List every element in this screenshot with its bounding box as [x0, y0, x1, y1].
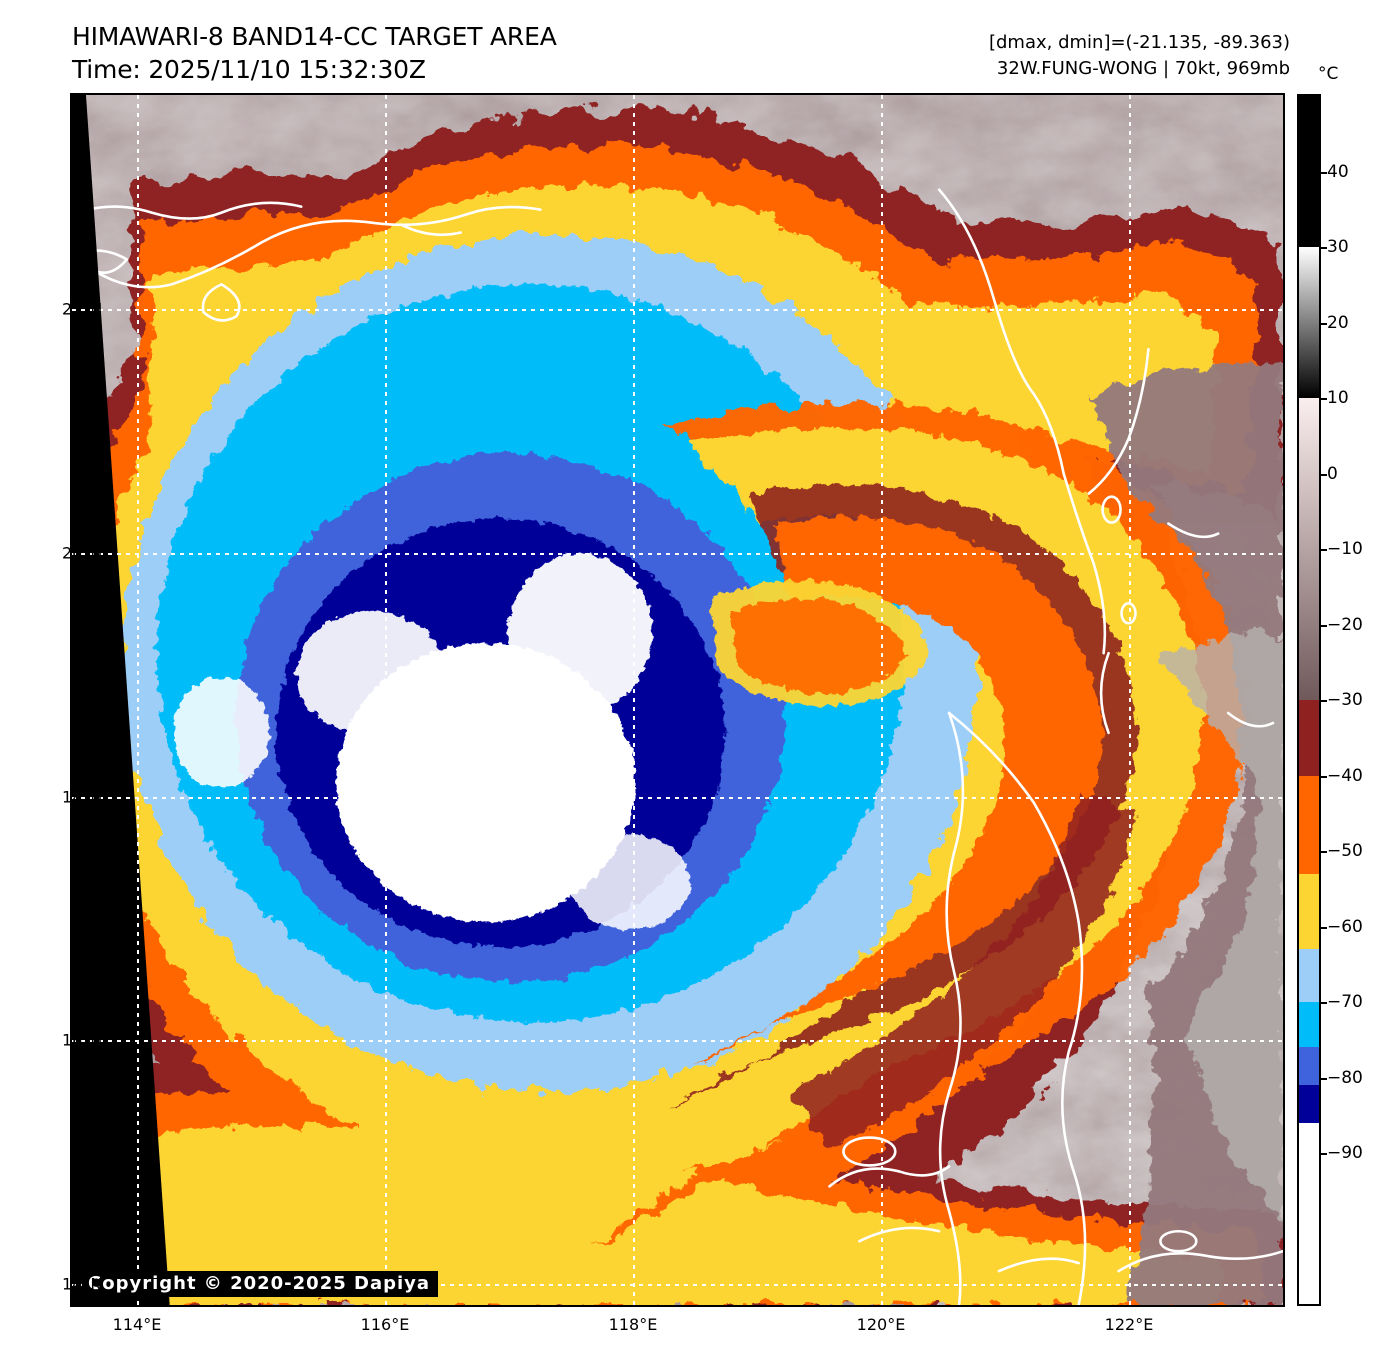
ytick-label-16N: 16°N	[62, 1031, 102, 1050]
ytick-label-18N: 18°N	[62, 788, 102, 807]
xtick-label-114E: 114°E	[112, 1315, 162, 1334]
colorbar-tickmark	[1321, 700, 1327, 702]
storm-info-readout: 32W.FUNG-WONG | 70kt, 969mb	[996, 58, 1290, 80]
infrared-satellite-imagery	[72, 95, 1283, 1305]
colorbar-tickmark	[1321, 1153, 1327, 1155]
copyright-notice: Copyright © 2020-2025 Dapiya	[82, 1271, 439, 1297]
dmax-dmin-readout: [dmax, dmin]=(-21.135, -89.363)	[988, 32, 1290, 53]
colorbar-tickmark	[1321, 926, 1327, 929]
colorbar-tick-minus60: −60	[1327, 916, 1363, 937]
colorbar-tickmark	[1321, 851, 1327, 853]
page-title: HIMAWARI-8 BAND14-CC TARGET AREA	[72, 22, 557, 51]
colorbar-tick-minus40: −40	[1327, 765, 1363, 786]
colorbar-tickmark	[1321, 473, 1327, 476]
colorbar-tickmark	[1321, 322, 1327, 325]
ytick-label-22N: 22°N	[62, 300, 102, 319]
satellite-image-plot[interactable]: Copyright © 2020-2025 Dapiya	[70, 93, 1285, 1307]
colorbar-band-yellow	[1299, 873, 1319, 950]
xtick-label-120E: 120°E	[856, 1315, 906, 1334]
colorbar-tickmark	[1321, 398, 1327, 400]
colorbar-band-gray-ramp	[1299, 247, 1319, 398]
colorbar-tickmark	[1321, 624, 1327, 627]
colorbar-tickmark	[1321, 1077, 1327, 1080]
colorbar-tick-minus20: −20	[1327, 614, 1363, 635]
colorbar-tick-0: 0	[1327, 463, 1338, 484]
colorbar-tickmark	[1321, 171, 1327, 174]
colorbar-tickmark	[1321, 1002, 1327, 1004]
colorbar-tickmark	[1321, 775, 1327, 778]
xtick-label-122E: 122°E	[1104, 1315, 1154, 1334]
colorbar-tick-minus80: −80	[1327, 1067, 1363, 1088]
colorbar-tick-20: 20	[1327, 312, 1349, 333]
colorbar-tick-minus10: −10	[1327, 539, 1363, 559]
xtick-label-118E: 118°E	[608, 1315, 658, 1334]
header-info-block: [dmax, dmin]=(-21.135, -89.363) 32W.FUNG…	[989, 30, 1290, 82]
colorbar-band-light-blue	[1299, 949, 1319, 1002]
colorbar-tick-minus70: −70	[1327, 992, 1363, 1012]
colorbar-band-cyan	[1299, 1002, 1319, 1048]
colorbar-band-royal-blue	[1299, 1047, 1319, 1086]
temperature-colorbar[interactable]	[1297, 94, 1321, 1306]
colorbar-band-orange	[1299, 775, 1319, 874]
colorbar-tickmark	[1321, 247, 1327, 249]
colorbar-unit-label: °C	[1318, 64, 1339, 84]
colorbar-tick-minus90: −90	[1327, 1143, 1363, 1163]
colorbar-tick-40: 40	[1327, 161, 1349, 182]
ytick-label-14N: 14°N	[62, 1275, 102, 1294]
ytick-label-20N: 20°N	[62, 544, 102, 563]
colorbar-tick-minus50: −50	[1327, 841, 1363, 861]
colorbar-tick-minus30: −30	[1327, 690, 1363, 710]
timestamp: Time: 2025/11/10 15:32:30Z	[72, 55, 426, 85]
colorbar-band-brown-ramp	[1299, 398, 1319, 700]
xtick-label-116E: 116°E	[360, 1315, 410, 1334]
colorbar-band-dark-red	[1299, 700, 1319, 776]
header-title-block: HIMAWARI-8 BAND14-CC TARGET AREA Time: 2…	[72, 20, 557, 87]
colorbar-tick-10: 10	[1327, 388, 1349, 408]
colorbar-band-white-coldest	[1299, 1122, 1319, 1304]
colorbar-band-navy	[1299, 1085, 1319, 1123]
colorbar-band-black-hot	[1299, 96, 1319, 247]
colorbar-tick-30: 30	[1327, 237, 1349, 257]
colorbar-tickmark	[1321, 549, 1327, 551]
